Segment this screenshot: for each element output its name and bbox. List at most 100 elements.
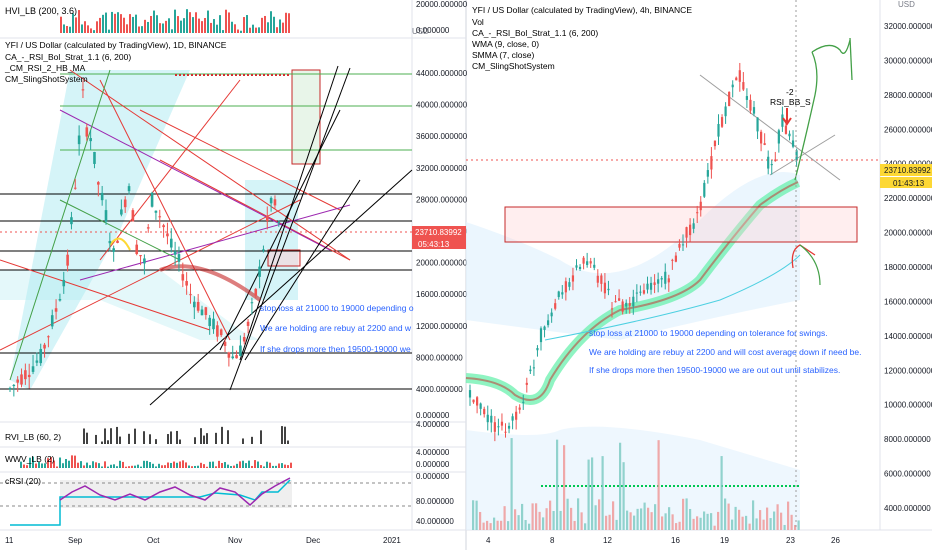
candle-body — [476, 397, 479, 406]
volume-bar — [755, 518, 758, 530]
volume-bar — [692, 518, 695, 530]
left-x-tick: 11 — [5, 536, 14, 545]
wwv-bar — [71, 455, 73, 468]
candle-body — [131, 210, 135, 222]
candle-body — [667, 278, 670, 283]
volume-bar — [612, 501, 615, 530]
right-x-tick: 8 — [550, 536, 555, 545]
hvi-bar — [240, 30, 242, 33]
right-support-box — [504, 206, 858, 243]
wwv-bar — [155, 466, 157, 468]
signal-number: -2 — [786, 87, 794, 97]
rvi-bar — [134, 428, 136, 444]
rvi-bar — [107, 440, 109, 444]
hvi-bar — [228, 12, 230, 33]
candle-body — [735, 77, 738, 81]
volume-bar — [626, 510, 629, 530]
rvi-bar — [206, 433, 208, 444]
right-axis-unit: USD — [898, 0, 915, 9]
volume-bar — [724, 498, 727, 530]
hvi-bar — [279, 19, 281, 33]
right-y-tick: 6000.000000 — [884, 470, 931, 479]
hvi-bar — [93, 30, 95, 33]
rvi-bar — [200, 428, 202, 444]
volume-bar — [783, 524, 786, 530]
wwv-bar — [269, 462, 271, 468]
volume-bar — [500, 520, 503, 530]
volume-bar — [780, 512, 783, 530]
candle-body — [54, 308, 58, 312]
candle-body — [468, 390, 472, 398]
rvi-label: RVI_LB (60, 2) — [5, 432, 61, 442]
candle-body — [200, 309, 204, 316]
wwv-bar — [32, 456, 34, 468]
volume-bar — [647, 507, 650, 530]
right-y-tick: 30000.000000 — [884, 56, 932, 65]
volume-bar — [552, 510, 555, 530]
candle-body — [212, 318, 215, 330]
hvi-bar — [60, 16, 62, 33]
wwv-bar — [122, 461, 124, 468]
hvi-bar — [150, 15, 152, 33]
hvi-bar — [267, 22, 269, 33]
candle-body — [760, 131, 763, 144]
wwv-bar — [248, 460, 250, 468]
wwv-bar — [38, 461, 40, 468]
hvi-bar — [288, 13, 290, 34]
candle-body — [621, 301, 624, 312]
candle-body — [112, 248, 115, 252]
hvi-bar — [255, 27, 257, 33]
stop-box — [267, 249, 301, 267]
candle-body — [204, 307, 208, 316]
candle-body — [713, 140, 717, 147]
wwv-bar — [89, 465, 91, 468]
candle-body — [749, 99, 752, 111]
wwv-bar — [158, 463, 160, 468]
wwv-bar — [167, 462, 169, 468]
candle-body — [653, 282, 656, 285]
candle-body — [227, 352, 231, 358]
rvi-bar — [101, 441, 103, 444]
candle-body — [696, 212, 699, 214]
hvi-bar — [108, 29, 110, 33]
wwv-bar — [74, 455, 76, 468]
hvi-bar — [261, 17, 263, 33]
candle-body — [62, 279, 66, 287]
volume-bar — [668, 507, 671, 530]
candle-body — [742, 82, 745, 90]
hvi-bar — [285, 12, 287, 33]
left-price-candles — [8, 80, 281, 397]
candle-body — [614, 301, 617, 303]
rvi-bar — [215, 432, 217, 444]
right-note-1: stop loss at 21000 to 19000 depending on… — [589, 328, 828, 338]
candle-body — [216, 325, 219, 337]
rvi-bar — [119, 436, 121, 444]
candle-body — [185, 281, 188, 286]
candle-body — [671, 259, 674, 261]
left-x-tick: 2021 — [383, 536, 401, 545]
wwv-bar — [185, 462, 187, 468]
wwv-bar — [119, 460, 121, 468]
left-countdown: 05:43:13 — [418, 240, 450, 249]
candle-body — [116, 240, 119, 243]
candle-body — [504, 431, 507, 433]
candle-body — [639, 291, 642, 293]
wwv-bar — [152, 463, 154, 468]
candle-body — [189, 294, 192, 296]
hvi-bar — [204, 17, 206, 33]
volume-bar — [699, 517, 702, 530]
wwv-bar — [77, 462, 79, 468]
candle-body — [756, 117, 759, 132]
candle-body — [635, 292, 638, 294]
volume-bar — [496, 520, 499, 530]
candle-body — [208, 317, 211, 327]
hvi-bar — [114, 13, 116, 34]
volume-bar — [507, 521, 510, 530]
rvi-bar — [227, 430, 229, 444]
hvi-bar — [243, 17, 245, 33]
wwv-bar — [20, 461, 22, 468]
right-study-4: SMMA (7, close) — [472, 50, 535, 60]
hvi-bar — [129, 14, 131, 33]
candle-body — [770, 163, 773, 166]
candle-body — [150, 192, 154, 207]
